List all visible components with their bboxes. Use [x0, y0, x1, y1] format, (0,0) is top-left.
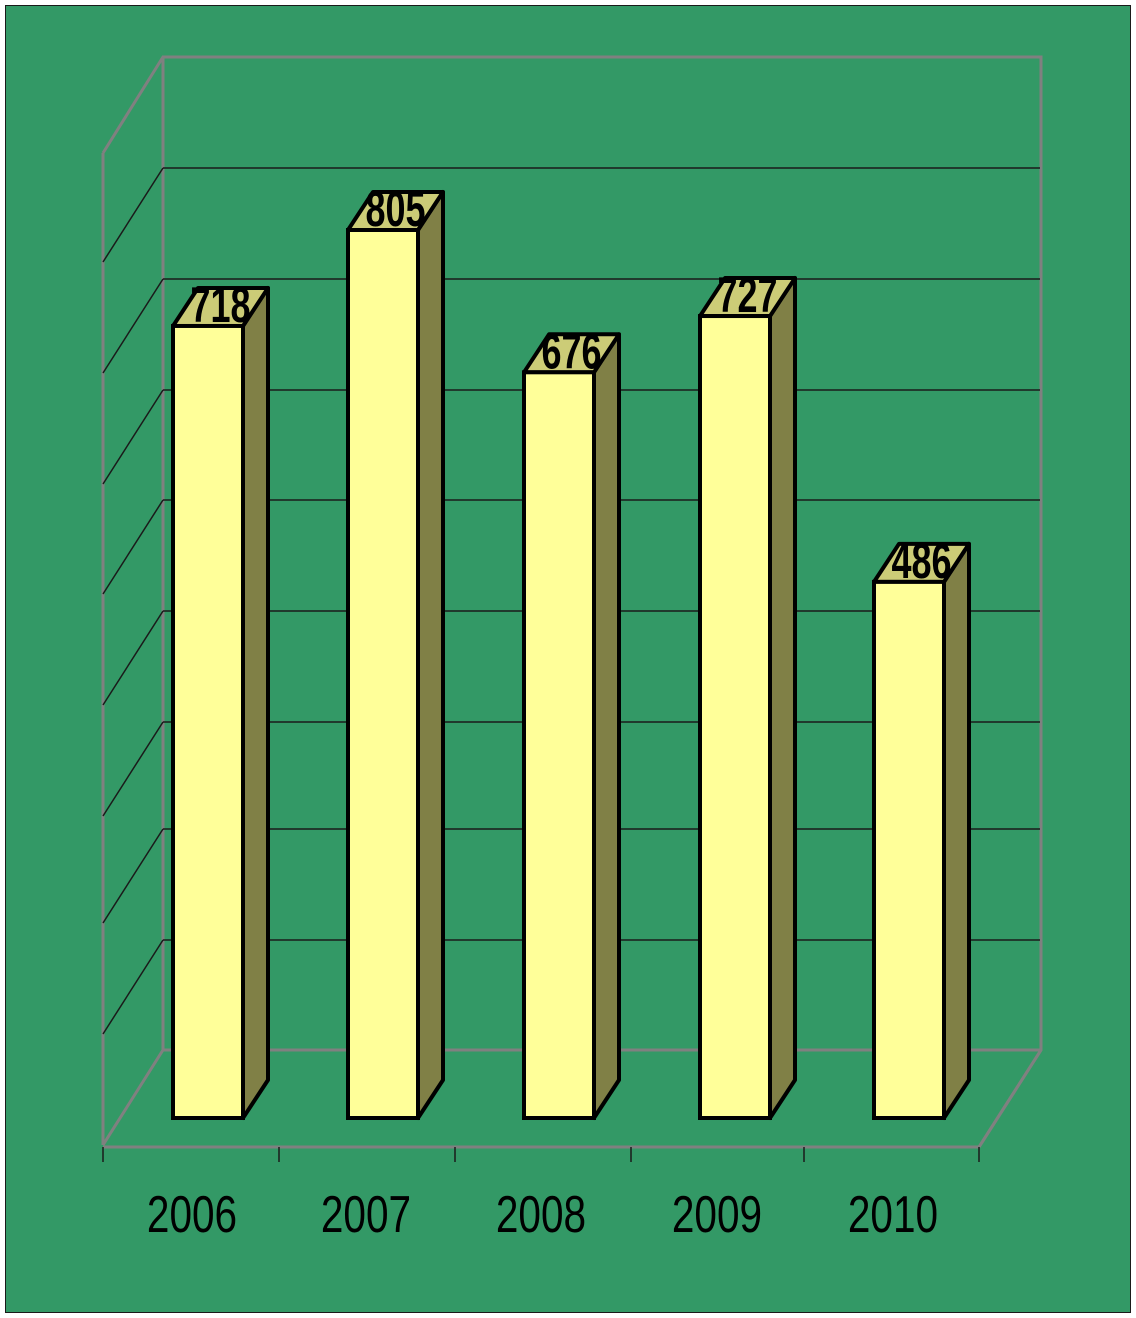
bar-2008	[522, 332, 621, 1121]
gridline-side	[102, 721, 164, 817]
data-label: 718	[190, 278, 250, 333]
data-label: 805	[365, 182, 425, 237]
bar-front	[171, 323, 245, 1120]
data-labels: 718 805 676 727 486	[190, 182, 951, 589]
bar-2007	[346, 190, 445, 1120]
bar-front	[522, 370, 596, 1121]
x-tick-label: 2007	[321, 1185, 411, 1243]
x-tick-label: 2010	[848, 1185, 938, 1243]
bar-side	[768, 276, 797, 1120]
data-label: 486	[891, 534, 951, 589]
floor-right-edge	[977, 1049, 1043, 1148]
bar-side	[241, 285, 270, 1120]
gridline-side	[102, 167, 164, 263]
x-axis: 2006 2007 2008 2009 2010	[102, 1049, 1043, 1243]
bar-side	[416, 190, 445, 1120]
bar-2010	[872, 541, 971, 1120]
gridline-side	[102, 499, 164, 595]
bars	[171, 190, 971, 1121]
bar-side	[942, 541, 971, 1120]
bar-front	[698, 314, 772, 1120]
gridline-side	[102, 610, 164, 706]
x-tick-label: 2009	[672, 1185, 762, 1243]
gridline-side	[102, 939, 164, 1035]
x-tick-label: 2008	[496, 1185, 586, 1243]
bar-front	[346, 228, 420, 1120]
bar-side	[592, 332, 621, 1120]
gridline-side	[102, 389, 164, 485]
gridline-side	[102, 828, 164, 924]
bar-2009	[698, 276, 797, 1120]
data-label: 727	[717, 268, 777, 323]
x-tick-label: 2006	[147, 1185, 237, 1243]
gridline-side	[102, 278, 164, 374]
bar-front	[872, 579, 946, 1120]
bar-2006	[171, 285, 270, 1120]
data-label: 676	[541, 325, 601, 380]
